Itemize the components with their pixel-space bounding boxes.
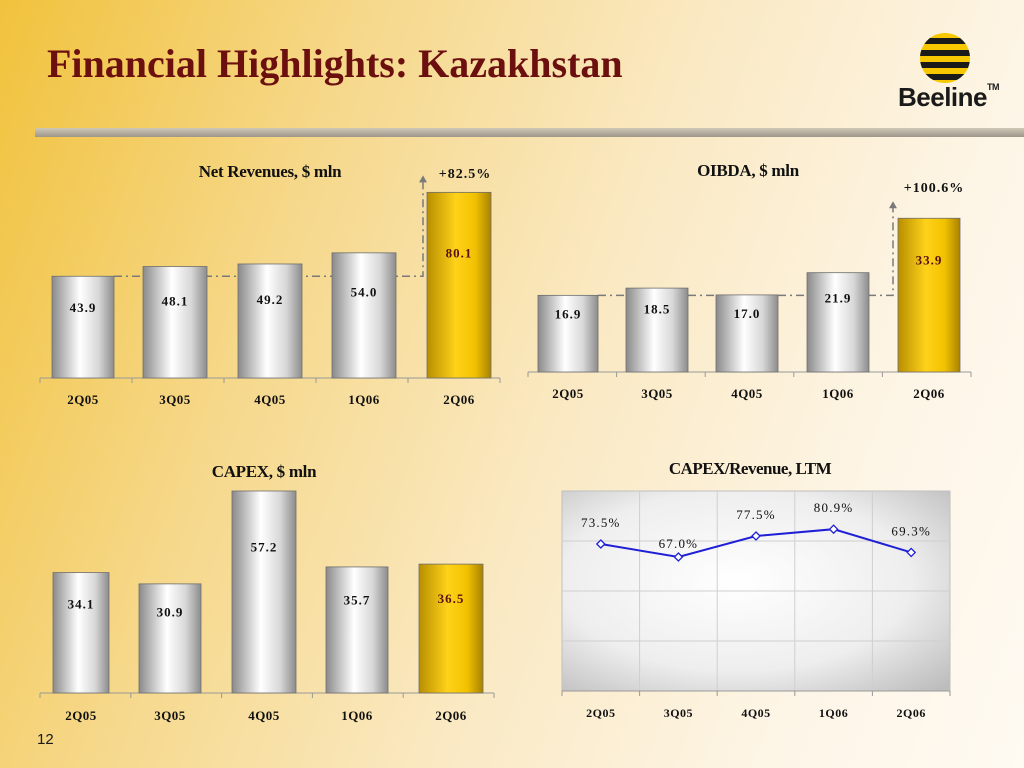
title-divider xyxy=(35,128,1024,137)
bar-value-label: 16.9 xyxy=(555,306,582,321)
bar xyxy=(142,266,208,379)
x-tick-label: 3Q05 xyxy=(664,706,693,720)
x-tick-label: 1Q06 xyxy=(822,386,854,401)
bar xyxy=(325,566,389,694)
bar xyxy=(537,294,599,373)
x-tick-label: 1Q06 xyxy=(819,706,848,720)
data-point-marker xyxy=(828,524,839,535)
data-label: 67.0% xyxy=(659,536,699,551)
bar-value-label: 18.5 xyxy=(644,301,671,316)
bar xyxy=(237,263,303,379)
bar-value-label: 35.7 xyxy=(344,593,371,608)
x-tick-label: 2Q06 xyxy=(897,706,926,720)
chart-title: CAPEX/Revenue, LTM xyxy=(669,459,832,478)
bar xyxy=(806,272,870,373)
x-tick-label: 2Q05 xyxy=(552,386,584,401)
bar xyxy=(51,275,115,379)
growth-arrow-icon xyxy=(419,175,427,183)
bar xyxy=(138,583,202,694)
bar-value-label: 57.2 xyxy=(251,540,278,555)
x-tick-label: 4Q05 xyxy=(248,708,280,723)
bar-value-label: 54.0 xyxy=(351,285,378,300)
x-tick-label: 1Q06 xyxy=(348,392,380,407)
bar-value-label: 49.2 xyxy=(257,292,284,307)
growth-reference-line xyxy=(598,206,894,297)
bar xyxy=(897,217,961,373)
data-point-marker xyxy=(906,547,917,558)
data-label: 69.3% xyxy=(891,523,931,538)
bar-value-label: 48.1 xyxy=(162,294,189,309)
growth-arrow-icon xyxy=(889,201,897,209)
x-tick-label: 3Q05 xyxy=(159,392,191,407)
bar-value-label: 30.9 xyxy=(157,605,184,620)
slide-title: Financial Highlights: Kazakhstan xyxy=(47,41,623,86)
bar xyxy=(231,490,297,694)
bar-value-label: 80.1 xyxy=(446,245,473,260)
bar xyxy=(52,572,110,694)
bar-value-label: 21.9 xyxy=(825,290,852,305)
bar xyxy=(625,287,689,373)
x-tick-label: 2Q06 xyxy=(913,386,945,401)
x-tick-label: 4Q05 xyxy=(741,706,770,720)
bar xyxy=(715,294,779,373)
bar xyxy=(331,252,397,379)
bar-value-label: 33.9 xyxy=(916,252,943,267)
page-number: 12 xyxy=(37,731,54,748)
data-point-marker xyxy=(595,539,606,549)
growth-label: +82.5% xyxy=(439,167,491,182)
x-tick-label: 2Q06 xyxy=(435,708,467,723)
chart-title: Net Revenues, $ mln xyxy=(199,162,342,181)
data-point-marker xyxy=(673,552,684,562)
bar-value-label: 17.0 xyxy=(734,306,761,321)
bar-value-label: 36.5 xyxy=(438,591,465,606)
x-tick-label: 3Q05 xyxy=(641,386,673,401)
bar-value-label: 34.1 xyxy=(68,597,95,612)
beeline-logo-text: BeelineTM xyxy=(898,82,1000,112)
data-point-marker xyxy=(751,531,761,541)
chart-title: OIBDA, $ mln xyxy=(697,161,800,180)
x-tick-label: 3Q05 xyxy=(154,708,186,723)
x-tick-label: 1Q06 xyxy=(341,708,373,723)
x-tick-label: 4Q05 xyxy=(254,392,286,407)
x-tick-label: 2Q05 xyxy=(586,706,615,720)
beeline-logo-icon xyxy=(920,33,970,83)
data-label: 73.5% xyxy=(581,515,621,530)
bar-value-label: 43.9 xyxy=(70,300,97,315)
growth-label: +100.6% xyxy=(904,181,964,196)
data-label: 80.9% xyxy=(814,500,854,515)
x-tick-label: 2Q06 xyxy=(443,392,475,407)
x-tick-label: 4Q05 xyxy=(731,386,763,401)
x-tick-label: 2Q05 xyxy=(67,392,99,407)
x-tick-label: 2Q05 xyxy=(65,708,97,723)
chart-title: CAPEX, $ mln xyxy=(212,462,317,481)
data-label: 77.5% xyxy=(736,507,776,522)
bar xyxy=(418,563,484,694)
bar xyxy=(426,191,492,379)
growth-reference-line xyxy=(114,180,424,278)
